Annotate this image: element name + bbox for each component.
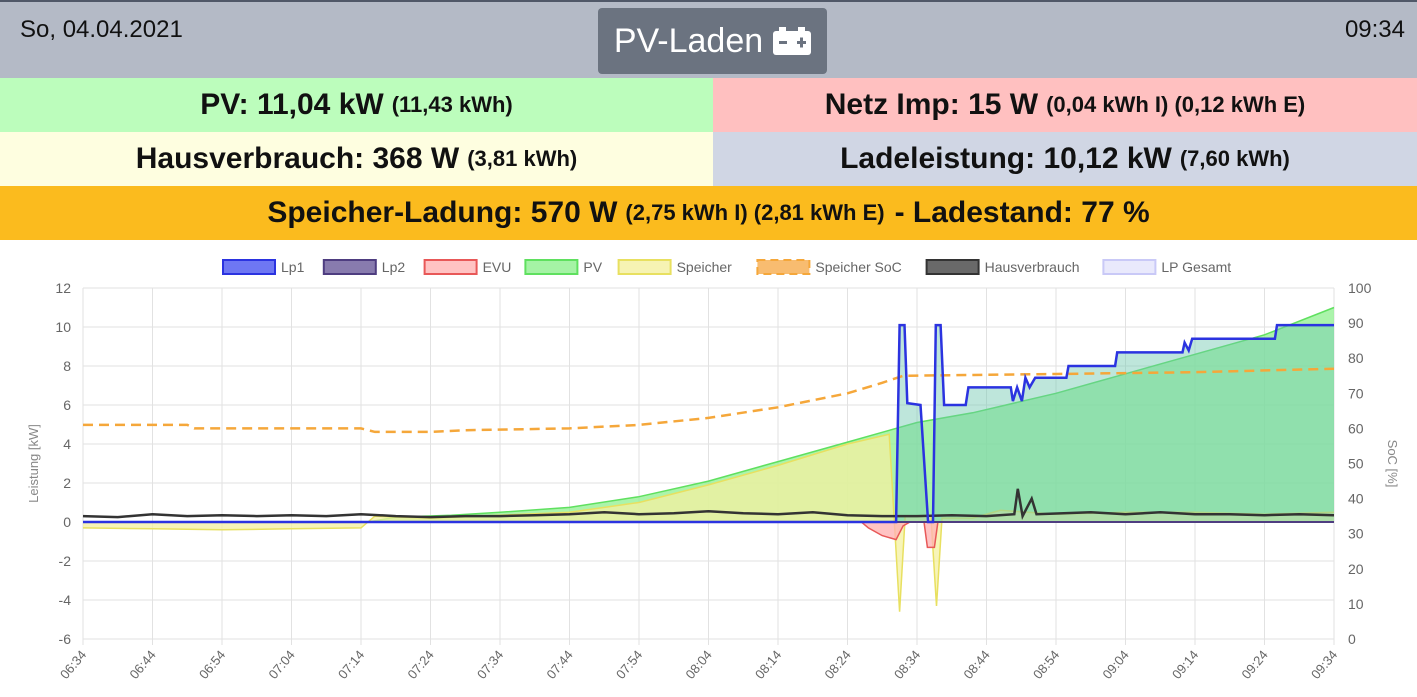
y-tick-label: 2 — [63, 475, 71, 491]
legend-item-speicher: Speicher — [617, 259, 733, 275]
charge-mode-label: PV-Laden — [613, 21, 764, 60]
date-display: So, 04.04.2021 — [20, 16, 183, 43]
y2-tick-label: 60 — [1348, 420, 1364, 436]
x-tick-label: 07:44 — [543, 647, 575, 682]
y2-axis-title: SoC [%] — [1385, 440, 1400, 488]
legend-item-hausverbrauch: Hausverbrauch — [925, 259, 1080, 275]
x-tick-label: 09:24 — [1238, 647, 1270, 682]
x-tick-label: 07:04 — [265, 647, 297, 682]
series-line-lp1 — [83, 323, 1334, 524]
charging-summary: Ladeleistung: 10,12 kW (7,60 kWh) — [713, 132, 1417, 186]
charging-energy: (7,60 kWh) — [1179, 146, 1290, 171]
legend-label: Speicher — [677, 259, 733, 275]
house-power: Hausverbrauch: 368 W — [135, 142, 460, 175]
storage-soc: - Ladestand: 77 % — [894, 196, 1150, 229]
x-tick-label: 09:14 — [1169, 647, 1201, 682]
charge-mode-button[interactable]: PV-Laden — [598, 8, 827, 74]
legend-label: LP Gesamt — [1161, 259, 1231, 275]
battery-charging-icon — [773, 27, 812, 55]
x-tick-label: 09:04 — [1099, 647, 1131, 682]
legend-item-speicher-soc: Speicher SoC — [756, 259, 902, 275]
y2-tick-label: 10 — [1348, 596, 1364, 612]
legend-label: Lp1 — [281, 259, 305, 275]
series-line-evu — [83, 521, 1334, 549]
y2-tick-label: 90 — [1348, 315, 1364, 331]
y-tick-label: 0 — [63, 514, 71, 530]
legend-label: PV — [583, 259, 602, 275]
header-bar: So, 04.04.2021 PV-Laden 09:34 — [0, 0, 1417, 78]
legend-label: EVU — [483, 259, 512, 275]
series-line-hausverbrauch — [82, 488, 1335, 520]
legend-swatch — [524, 259, 579, 275]
storage-energy: (2,75 kWh I) (2,81 kWh E) — [625, 200, 885, 225]
legend-swatch — [1102, 259, 1157, 275]
legend-swatch — [322, 259, 377, 275]
series-area-lp1 — [83, 325, 1334, 522]
x-tick-label: 08:14 — [752, 647, 784, 682]
legend-item-pv: PV — [524, 259, 603, 275]
y2-tick-label: 40 — [1348, 491, 1364, 507]
legend-swatch — [756, 259, 811, 275]
legend-swatch — [423, 259, 478, 275]
time-display: 09:34 — [1344, 16, 1405, 43]
y-tick-label: -4 — [59, 592, 72, 608]
x-tick-label: 06:34 — [57, 647, 89, 682]
y-axis-title: Leistung [kW] — [26, 424, 41, 503]
y2-tick-label: 70 — [1348, 385, 1364, 401]
legend-item-lp2: Lp2 — [322, 259, 406, 275]
y-tick-label: -6 — [59, 631, 72, 647]
power-chart[interactable]: Lp1 Lp2 EVU PV Speicher Speicher SoC Hausverbr… — [0, 245, 1417, 697]
legend-label: Lp2 — [382, 259, 406, 275]
x-tick-label: 07:14 — [335, 647, 367, 682]
x-tick-label: 08:34 — [891, 647, 923, 682]
y2-tick-label: 50 — [1348, 456, 1364, 472]
legend-label: Hausverbrauch — [985, 259, 1080, 275]
legend-swatch — [925, 259, 980, 275]
legend-swatch — [222, 259, 276, 275]
y-tick-label: 10 — [55, 319, 71, 335]
y2-tick-label: 30 — [1348, 526, 1364, 542]
pv-power: PV: 11,04 kW — [200, 88, 384, 121]
grid-power: Netz Imp: 15 W — [824, 88, 1039, 121]
grid-summary: Netz Imp: 15 W (0,04 kWh I) (0,12 kWh E) — [713, 78, 1417, 132]
y2-tick-label: 0 — [1348, 631, 1356, 647]
pv-summary: PV: 11,04 kW (11,43 kWh) — [0, 78, 713, 132]
charging-power: Ladeleistung: 10,12 kW — [840, 142, 1172, 175]
legend-item-evu: EVU — [423, 259, 512, 275]
x-tick-label: 08:44 — [960, 647, 992, 682]
y-tick-label: 12 — [55, 280, 71, 296]
y-tick-label: 4 — [63, 436, 71, 452]
pv-energy: (11,43 kWh) — [391, 92, 513, 117]
y2-tick-label: 80 — [1348, 350, 1364, 366]
house-energy: (3,81 kWh) — [467, 146, 578, 171]
y-tick-label: 6 — [63, 397, 71, 413]
legend-swatch — [617, 259, 672, 275]
x-tick-label: 08:54 — [1030, 647, 1062, 682]
storage-power: Speicher-Ladung: 570 W — [267, 196, 618, 229]
grid-energy: (0,04 kWh I) (0,12 kWh E) — [1046, 92, 1306, 117]
x-tick-label: 08:24 — [821, 647, 853, 682]
y-tick-label: -2 — [59, 553, 72, 569]
chart-series — [82, 306, 1335, 612]
series-area-pv — [83, 307, 1334, 522]
x-tick-label: 09:34 — [1308, 647, 1340, 682]
x-tick-label: 07:54 — [613, 647, 645, 682]
x-tick-label: 07:34 — [474, 647, 506, 682]
x-tick-label: 08:04 — [682, 647, 714, 682]
y-tick-label: 8 — [63, 358, 71, 374]
x-tick-label: 06:54 — [196, 647, 228, 682]
x-tick-label: 06:44 — [126, 647, 158, 682]
y2-tick-label: 20 — [1348, 561, 1364, 577]
legend-item-lp1: Lp1 — [222, 259, 305, 275]
legend-label: Speicher SoC — [815, 259, 901, 275]
y2-tick-label: 100 — [1348, 280, 1372, 296]
x-tick-label: 07:24 — [404, 647, 436, 682]
legend-item-lp-gesamt: LP Gesamt — [1102, 259, 1231, 275]
storage-summary: Speicher-Ladung: 570 W (2,75 kWh I) (2,8… — [0, 186, 1417, 240]
house-summary: Hausverbrauch: 368 W (3,81 kWh) — [0, 132, 713, 186]
chart-legend: Lp1 Lp2 EVU PV Speicher Speicher SoC Hausverbr… — [222, 259, 1231, 275]
